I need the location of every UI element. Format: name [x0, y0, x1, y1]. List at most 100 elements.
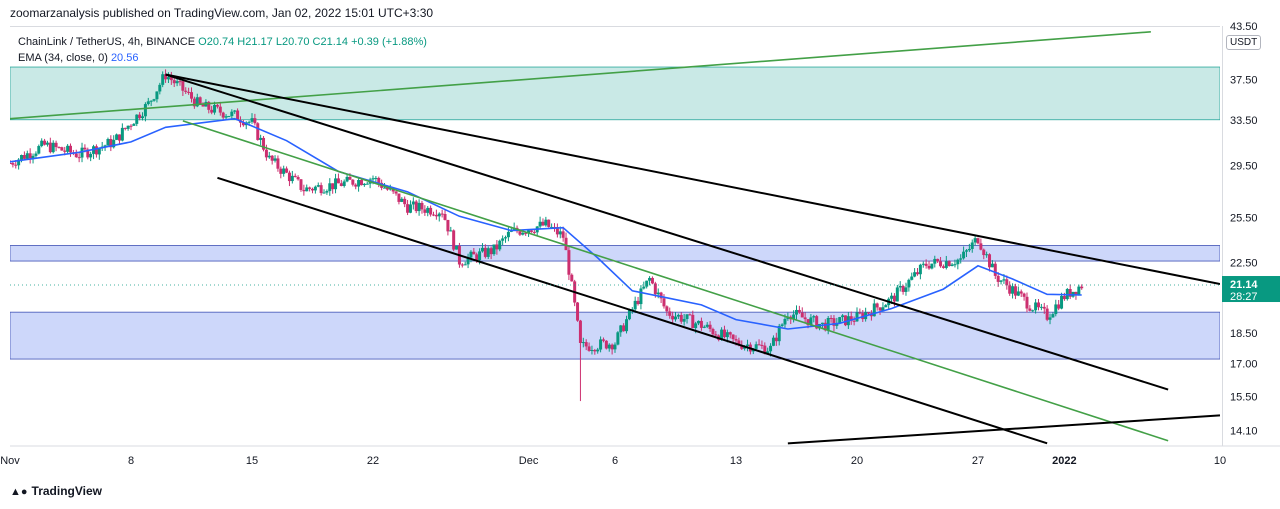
trendline-5 — [787, 414, 1220, 445]
candle-body — [996, 275, 1000, 282]
y-tick-label: 14.10 — [1230, 425, 1258, 437]
candle-body — [141, 116, 145, 119]
candle-body — [311, 188, 314, 191]
candle-body — [446, 219, 450, 232]
plot-area[interactable] — [9, 31, 1221, 445]
candle-body — [342, 181, 346, 187]
candle-body — [757, 344, 761, 346]
candle-body — [293, 175, 297, 178]
candle-body — [771, 337, 775, 346]
candle-body — [1019, 291, 1023, 294]
candle-body — [155, 91, 159, 100]
candle-body — [135, 114, 139, 124]
candle-body — [599, 339, 603, 350]
candle-body — [184, 90, 188, 92]
candle-body — [175, 81, 179, 84]
candle-body — [527, 230, 531, 234]
candle-body — [967, 248, 971, 251]
candle-body — [259, 137, 263, 140]
candle-body — [305, 187, 309, 192]
candle-body — [711, 328, 715, 335]
price-axis[interactable] — [1222, 26, 1280, 446]
candle-body — [480, 247, 484, 252]
candle-body — [576, 302, 580, 321]
candle-body — [429, 207, 433, 215]
candle-body — [610, 344, 614, 350]
candle-body — [351, 179, 355, 185]
x-tick-label: Nov — [0, 455, 20, 467]
candle-body — [676, 314, 680, 317]
candle-body — [345, 176, 349, 182]
currency-button[interactable]: USDT — [1226, 35, 1262, 50]
candle-body — [152, 99, 156, 101]
candle-body — [253, 118, 257, 124]
candle-body — [31, 155, 35, 159]
candle-body — [1048, 317, 1052, 320]
legend-symbol: ChainLink / TetherUS, 4h, BINANCE — [18, 36, 196, 48]
candle-body — [875, 303, 879, 308]
candle-body — [440, 213, 444, 215]
candle-body — [498, 240, 502, 250]
candle-body — [921, 263, 925, 265]
candle-body — [697, 320, 701, 324]
candle-body — [132, 123, 136, 126]
candle-body — [570, 274, 574, 282]
candle-body — [48, 142, 52, 153]
candle-body — [224, 116, 228, 118]
candle-body — [691, 314, 695, 329]
candle-body — [460, 264, 464, 266]
candle-body — [1022, 293, 1026, 297]
candle-body — [1028, 308, 1032, 311]
candle-body — [109, 139, 113, 148]
candle-body — [172, 80, 176, 84]
candle-body — [855, 312, 859, 322]
candle-body — [668, 311, 672, 316]
candle-body — [964, 250, 968, 252]
candle-body — [250, 118, 254, 122]
candle-body — [45, 142, 49, 145]
y-tick-label: 25.50 — [1230, 213, 1258, 225]
candle-body — [282, 168, 286, 174]
candle-body — [518, 231, 522, 235]
candle-body — [616, 332, 620, 345]
candle-body — [737, 340, 741, 346]
candle-body — [682, 319, 686, 322]
x-tick-label: 13 — [730, 455, 742, 467]
candle-body — [483, 247, 487, 257]
candle-body — [455, 245, 459, 250]
trendline-3 — [217, 176, 1048, 445]
chart-frame[interactable] — [10, 26, 1220, 447]
candle-body — [316, 185, 320, 187]
candle-body — [348, 176, 352, 180]
candle-body — [1077, 286, 1081, 295]
candle-body — [501, 238, 505, 241]
candle-body — [195, 97, 199, 107]
candle-body — [843, 315, 847, 326]
candle-body — [14, 164, 18, 166]
candle-body — [797, 309, 801, 313]
candle-body — [601, 339, 605, 341]
candle-body — [336, 178, 340, 184]
candle-body — [1068, 289, 1072, 297]
candle-body — [1042, 306, 1046, 309]
candle-body — [532, 231, 536, 233]
candle-body — [904, 287, 908, 292]
candle-body — [1002, 279, 1006, 281]
candle-body — [54, 142, 58, 148]
candle-body — [881, 307, 885, 311]
candle-body — [466, 257, 470, 265]
candle-body — [1011, 286, 1015, 294]
candle-body — [930, 263, 934, 269]
tradingview-logo[interactable]: ▲● TradingView — [10, 484, 102, 498]
candle-body — [936, 258, 940, 262]
candle-body — [472, 251, 476, 255]
candle-body — [538, 221, 542, 227]
candle-body — [694, 323, 698, 329]
candle-body — [1045, 308, 1049, 320]
candle-body — [593, 350, 597, 352]
candle-body — [823, 322, 827, 331]
candle-body — [115, 134, 119, 140]
candle-body — [236, 110, 240, 121]
candle-body — [933, 258, 937, 264]
